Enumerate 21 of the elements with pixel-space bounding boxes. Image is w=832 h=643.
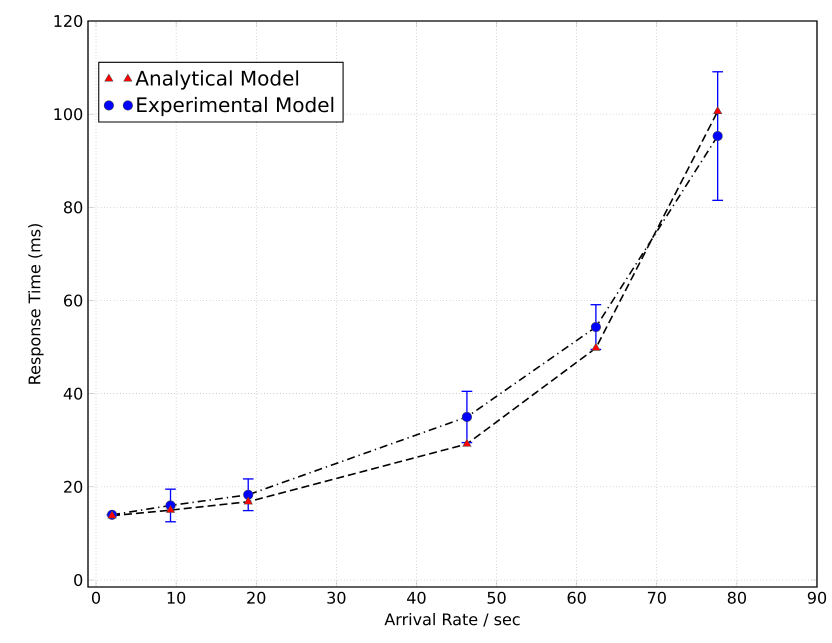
x-tick-label: 90 — [808, 592, 826, 604]
y-axis-title: Response Time (ms) — [28, 224, 44, 384]
x-tick-label: 10 — [168, 592, 186, 604]
x-tick-label: 0 — [92, 592, 100, 604]
y-tick-label: 40 — [64, 388, 82, 400]
legend-label: Analytical Model — [135, 70, 298, 90]
y-tick-label: 120 — [54, 14, 82, 28]
y-tick-label: 80 — [64, 201, 82, 214]
x-tick-label: 40 — [407, 592, 426, 604]
x-tick-label: 30 — [327, 592, 346, 604]
x-tick-label: 20 — [247, 592, 266, 604]
y-tick-label: 20 — [64, 480, 82, 493]
legend-label: Experimental Model — [137, 96, 334, 116]
x-tick-label: 80 — [728, 592, 746, 604]
x-tick-label: 60 — [568, 592, 586, 604]
x-tick-label: 70 — [648, 592, 666, 604]
x-axis-title: Arrival Rate / sec — [384, 612, 520, 627]
y-tick-label: 60 — [64, 294, 82, 307]
x-tick-label: 50 — [488, 592, 506, 604]
y-tick-label: 100 — [54, 108, 82, 120]
y-tick-label: 0 — [74, 574, 82, 586]
